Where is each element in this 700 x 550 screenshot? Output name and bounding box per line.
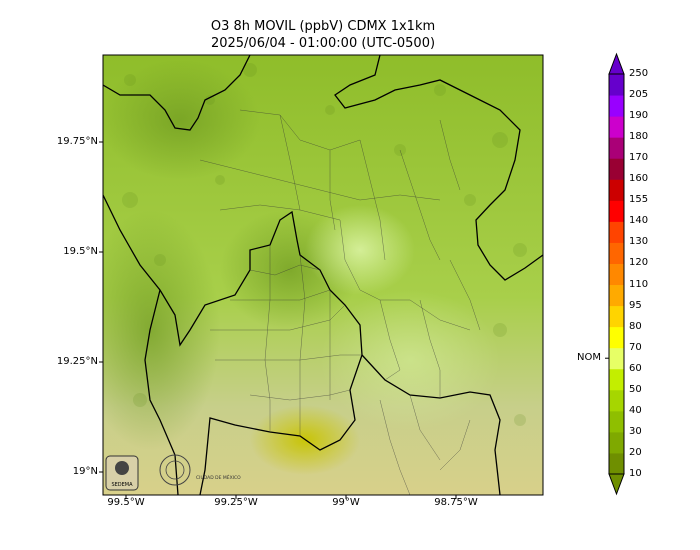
colorbar-segment (609, 95, 624, 117)
colorbar-tick-label: 60 (629, 362, 642, 374)
colorbar-tick-label: 70 (629, 341, 642, 353)
colorbar-tick-label: 190 (629, 110, 649, 122)
colorbar-segment (609, 158, 624, 180)
colorbar-segment (609, 221, 624, 243)
colorbar-segment (609, 179, 624, 201)
colorbar-tick-label: 170 (629, 152, 649, 164)
colorbar-segment (609, 74, 624, 96)
colorbar-frame (608, 73, 625, 475)
colorbar-tick-label: 180 (629, 131, 649, 143)
lat-label-195: 19.5°N (63, 246, 98, 257)
colorbar-segment (609, 431, 624, 454)
colorbar-segment (609, 452, 624, 475)
colorbar-segment (609, 200, 624, 222)
colorbar-tick-label: 80 (629, 320, 642, 332)
cdmx-logo: CIUDAD DE MÉXICO (159, 454, 241, 486)
colorbar-tick-label: 160 (629, 173, 649, 185)
colorbar-tick-label: 140 (629, 215, 649, 227)
lon-label-9875: 98.75°W (434, 497, 478, 508)
colorbar-segment (609, 326, 624, 349)
sedema-logo: SEDEMA (105, 455, 139, 491)
colorbar-tick-label: 20 (629, 446, 642, 458)
colorbar-segment (609, 242, 624, 264)
colorbar-segment (609, 116, 624, 138)
colorbar-tick-label: 50 (629, 383, 642, 395)
colorbar-tick-label: 95 (629, 299, 642, 311)
lat-label-1925: 19.25°N (56, 356, 98, 367)
lon-label-99: 99°W (332, 497, 360, 508)
colorbar-segment (609, 137, 624, 159)
colorbar-tick-label: 30 (629, 425, 642, 437)
lat-label-19: 19°N (72, 466, 98, 477)
colorbar-tick-label: 10 (629, 468, 642, 479)
map-subtitle: 2025/06/04 - 01:00:00 (UTC-0500) (210, 36, 436, 51)
map-title: O3 8h MOVIL (ppbV) CDMX 1x1km (210, 19, 436, 34)
lon-label-995: 99.5°W (107, 497, 145, 508)
colorbar-segment (609, 347, 624, 370)
colorbar-extend-top (608, 52, 625, 75)
lon-label-9925: 99.25°W (214, 497, 258, 508)
nom-label: NOM (577, 352, 601, 364)
colorbar-extend-bottom (608, 473, 625, 496)
colorbar-tick-label: 130 (629, 236, 649, 248)
colorbar-segment (609, 305, 624, 328)
colorbar-segment (609, 410, 624, 433)
colorbar-tick-label: 250 (629, 68, 649, 79)
colorbar-tick-label: 205 (629, 89, 649, 101)
colorbar-tick-label: 40 (629, 404, 642, 416)
colorbar-tick-label: 110 (629, 278, 649, 290)
colorbar-segment (609, 389, 624, 412)
colorbar-tick-label: 155 (629, 194, 649, 206)
colorbar-segment (609, 263, 624, 286)
lat-label-1975: 19.75°N (56, 136, 98, 147)
map-frame (102, 54, 544, 496)
colorbar-tick-label: 120 (629, 257, 649, 269)
colorbar-segment (609, 368, 624, 391)
svg-text:CIUDAD DE MÉXICO: CIUDAD DE MÉXICO (196, 473, 241, 481)
colorbar-segment (609, 284, 624, 307)
svg-text:SEDEMA: SEDEMA (111, 482, 133, 488)
